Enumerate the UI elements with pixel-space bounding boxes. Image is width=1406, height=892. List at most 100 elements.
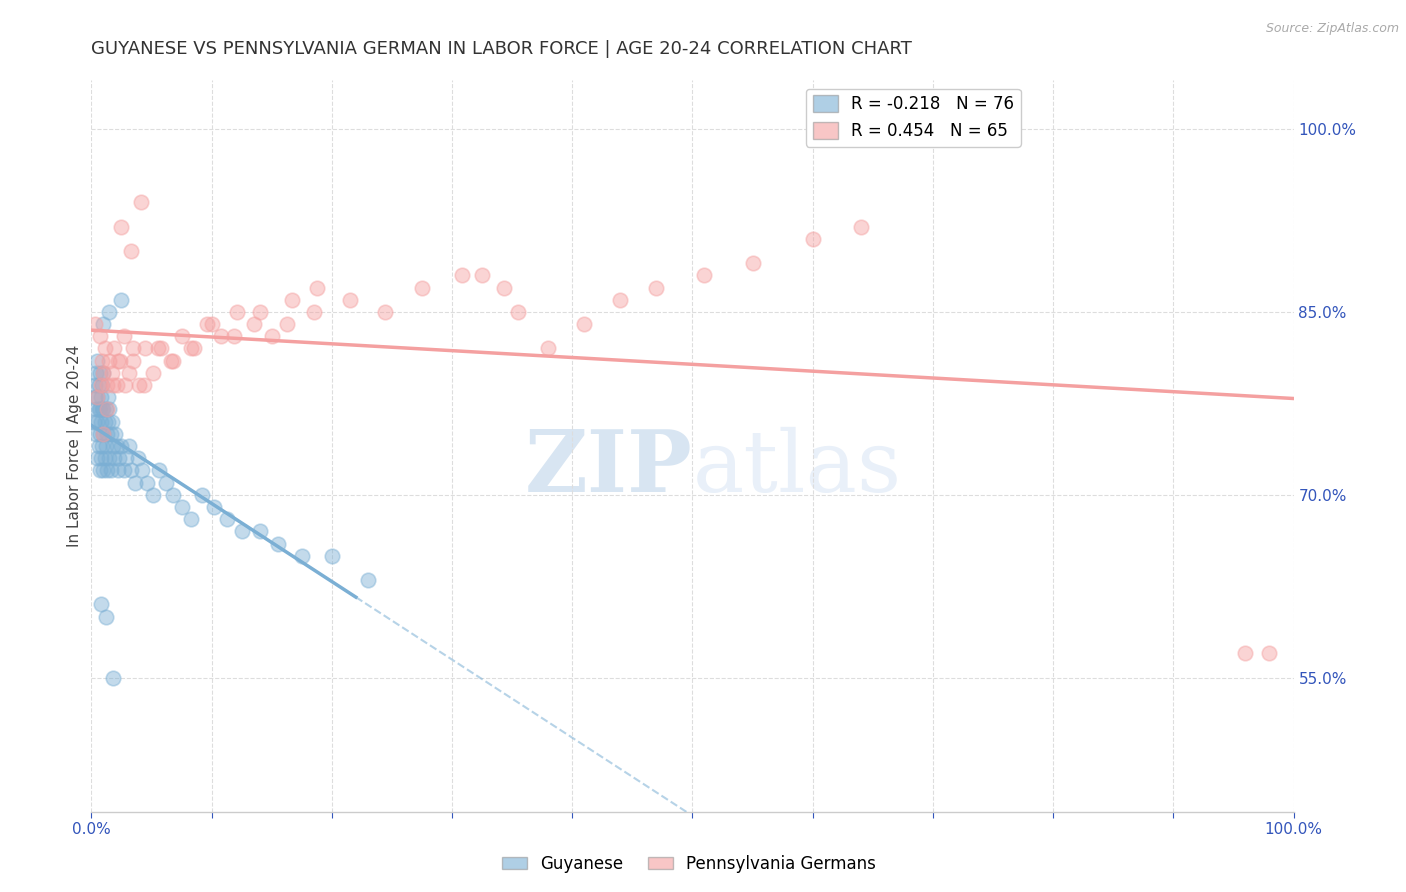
Point <box>93 342 115 356</box>
Point <box>225 305 247 319</box>
Point <box>89 329 111 343</box>
Point <box>249 524 271 539</box>
Point <box>114 378 136 392</box>
Point <box>107 353 129 368</box>
Point <box>101 378 124 392</box>
Text: GUYANESE VS PENNSYLVANIA GERMAN IN LABOR FORCE | AGE 20-24 CORRELATION CHART: GUYANESE VS PENNSYLVANIA GERMAN IN LABOR… <box>91 40 912 58</box>
Point <box>120 463 142 477</box>
Point <box>307 280 329 294</box>
Point <box>131 463 153 477</box>
Point <box>276 317 298 331</box>
Point <box>89 426 111 441</box>
Point <box>374 305 396 319</box>
Point <box>112 463 135 477</box>
Point <box>84 378 107 392</box>
Point <box>91 353 114 368</box>
Legend: R = -0.218   N = 76, R = 0.454   N = 65: R = -0.218 N = 76, R = 0.454 N = 65 <box>806 88 1021 146</box>
Point <box>146 342 169 356</box>
Point <box>129 195 152 210</box>
Point <box>93 426 115 441</box>
Point <box>1258 646 1281 660</box>
Point <box>101 671 124 685</box>
Point <box>110 439 132 453</box>
Point <box>118 439 141 453</box>
Point <box>115 451 138 466</box>
Point <box>98 305 121 319</box>
Point <box>150 342 173 356</box>
Point <box>90 378 112 392</box>
Point <box>112 329 135 343</box>
Point <box>357 573 380 587</box>
Point <box>101 439 124 453</box>
Point <box>155 475 177 490</box>
Point <box>84 366 107 380</box>
Point <box>105 439 128 453</box>
Point <box>183 342 205 356</box>
Point <box>118 366 141 380</box>
Point <box>91 439 114 453</box>
Point <box>84 390 107 404</box>
Point <box>87 378 110 392</box>
Point <box>134 342 156 356</box>
Point <box>94 402 117 417</box>
Point <box>101 415 124 429</box>
Point <box>100 463 122 477</box>
Point <box>90 415 112 429</box>
Point <box>302 305 325 319</box>
Point <box>89 402 111 417</box>
Point <box>93 317 115 331</box>
Point <box>159 353 181 368</box>
Legend: Guyanese, Pennsylvania Germans: Guyanese, Pennsylvania Germans <box>495 848 883 880</box>
Point <box>180 342 202 356</box>
Point <box>148 463 170 477</box>
Point <box>191 488 214 502</box>
Point <box>217 512 239 526</box>
Point <box>411 280 433 294</box>
Point <box>86 390 108 404</box>
Point <box>122 342 145 356</box>
Point <box>110 293 132 307</box>
Point <box>162 488 184 502</box>
Point <box>122 353 145 368</box>
Point <box>128 378 150 392</box>
Point <box>508 305 530 319</box>
Point <box>801 232 824 246</box>
Point <box>87 439 110 453</box>
Point <box>90 390 112 404</box>
Point <box>84 317 107 331</box>
Point <box>101 366 124 380</box>
Point <box>107 463 129 477</box>
Point <box>103 451 125 466</box>
Point <box>609 293 631 307</box>
Point <box>100 426 122 441</box>
Point <box>142 488 165 502</box>
Point <box>471 268 494 283</box>
Point <box>93 451 115 466</box>
Point <box>142 366 165 380</box>
Point <box>231 524 253 539</box>
Point <box>120 244 142 258</box>
Point <box>83 415 105 429</box>
Point <box>94 609 117 624</box>
Point <box>93 402 115 417</box>
Point <box>450 268 472 283</box>
Point <box>209 329 232 343</box>
Point <box>170 329 193 343</box>
Point <box>93 366 115 380</box>
Point <box>537 342 560 356</box>
Y-axis label: In Labor Force | Age 20-24: In Labor Force | Age 20-24 <box>67 345 83 547</box>
Point <box>108 451 131 466</box>
Point <box>135 475 157 490</box>
Point <box>86 353 108 368</box>
Point <box>124 475 146 490</box>
Point <box>574 317 596 331</box>
Point <box>110 219 132 234</box>
Point <box>291 549 314 563</box>
Point <box>86 415 108 429</box>
Text: atlas: atlas <box>692 426 901 509</box>
Point <box>87 402 110 417</box>
Point <box>492 280 515 294</box>
Point <box>96 426 118 441</box>
Point <box>849 219 872 234</box>
Point <box>339 293 361 307</box>
